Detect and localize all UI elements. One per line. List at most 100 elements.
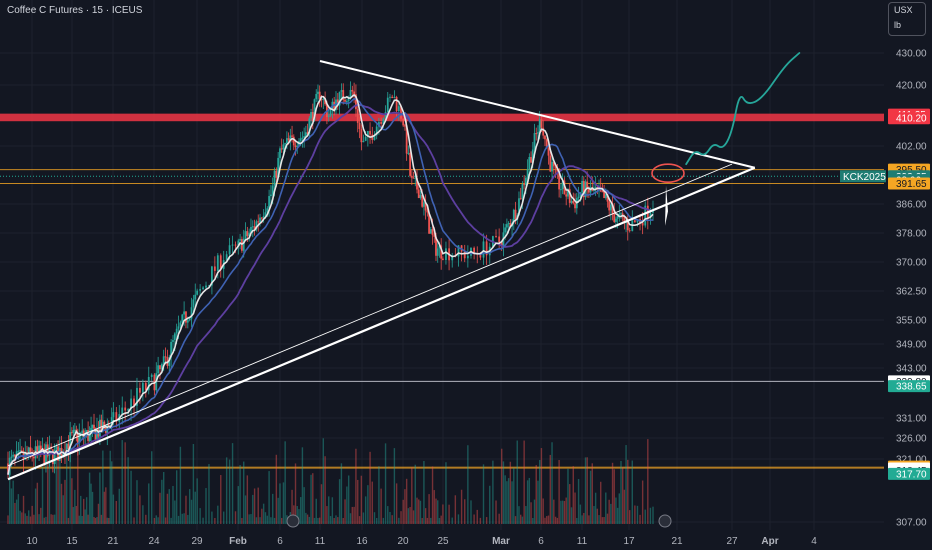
candle-body [199, 289, 202, 291]
candle-body [351, 89, 354, 92]
volume-bar [438, 517, 441, 524]
candle-body [106, 424, 109, 433]
volume-bar [513, 467, 515, 524]
volume-bar [72, 507, 75, 524]
candle-body [270, 194, 272, 197]
volume-bar [506, 481, 508, 524]
volume-bar [380, 488, 382, 524]
volume-bar [593, 506, 595, 524]
candle-body [160, 364, 163, 370]
candle-body [211, 266, 213, 286]
time-tick-label: Feb [229, 536, 247, 547]
currency-label: USX [894, 5, 913, 15]
candle-body [190, 307, 193, 319]
volume-bar [355, 448, 357, 524]
trendline-drawings[interactable] [7, 52, 801, 481]
price-axis[interactable]: 430.00 420.00 402.00 386.00 378.00 370.00 362.… [840, 0, 932, 530]
volume-bar [351, 506, 353, 524]
time-axis[interactable]: 10 15 21 24 29 Feb 6 11 16 20 25 Mar 6 11 17 21 27 Apr 4 [0, 514, 932, 550]
candle-body [124, 407, 127, 411]
candle-body [282, 144, 285, 150]
volume-bar [205, 488, 207, 524]
candle-body [196, 290, 199, 295]
projection-path[interactable] [685, 52, 801, 166]
volume-bar [299, 497, 302, 524]
volume-bar [155, 515, 157, 524]
candle-body [424, 202, 427, 211]
volume-bar [40, 507, 42, 524]
volume-bar [324, 456, 326, 524]
price-tag-label: 391.65 [896, 179, 927, 190]
triangle-lower-trendline[interactable] [7, 166, 756, 481]
candle-body [384, 112, 387, 119]
event-flag-icon[interactable] [286, 514, 300, 528]
time-axis-background [0, 530, 932, 550]
candle-body [39, 445, 42, 453]
candle-body [521, 184, 524, 199]
candle-body [76, 432, 79, 444]
volume-bar [305, 512, 307, 524]
candle-body [556, 168, 559, 174]
candle-body [251, 226, 254, 228]
volume-bar [331, 497, 334, 524]
candle-body [88, 431, 91, 441]
candle-body [537, 132, 539, 134]
volume-bar [639, 514, 641, 524]
volume-bar [558, 459, 560, 524]
volume-bar [320, 484, 323, 524]
volume-bar [298, 509, 300, 524]
volume-bar [467, 445, 469, 524]
volume-bar [424, 508, 427, 524]
volume-bar [588, 515, 590, 524]
candle-body [596, 187, 599, 189]
volume-bar [387, 506, 389, 524]
triangle-inner-trendline[interactable] [7, 163, 733, 467]
candle-body [628, 230, 631, 232]
resistance-band [0, 113, 884, 122]
candle-body [29, 447, 32, 452]
candle-body [581, 180, 584, 193]
volume-bar [192, 443, 195, 524]
time-tick-label: 6 [277, 536, 283, 547]
candle-body [159, 365, 161, 370]
candle-body [649, 212, 652, 219]
volume-bar [586, 457, 588, 524]
volume-bar [457, 514, 460, 524]
volume-bar [130, 470, 132, 524]
volume-bar [620, 460, 622, 524]
unit-selector[interactable]: USX lb [888, 2, 926, 36]
volume-bar [553, 499, 555, 524]
volume-bar [576, 517, 578, 524]
volume-bar [382, 517, 385, 524]
volume-bar [435, 498, 437, 524]
arrow-marker[interactable] [665, 185, 668, 226]
volume-bar [29, 516, 32, 524]
volume-bar [464, 499, 466, 524]
volume-bar [234, 511, 237, 524]
volume-bar [294, 463, 297, 524]
candle-body [514, 209, 517, 220]
volume-bar [611, 462, 614, 524]
volume-bar [509, 461, 512, 524]
event-flag-icon[interactable] [658, 514, 672, 528]
highlight-circle[interactable] [651, 163, 685, 183]
volume-bars [7, 438, 654, 524]
volume-bar [615, 497, 617, 524]
candle-body [260, 217, 263, 219]
candle-body [340, 90, 343, 92]
candle-body [533, 133, 536, 150]
candle-body [94, 428, 97, 441]
volume-bar [124, 442, 126, 524]
candle-body [466, 255, 469, 259]
candle-body [82, 430, 85, 437]
symbol-title[interactable]: Coffee C Futures · 15 · ICEUS [7, 5, 143, 16]
time-tick-label: 29 [191, 536, 203, 547]
candle-body [400, 106, 402, 119]
triangle-upper-trendline[interactable] [319, 60, 756, 169]
volume-bar [166, 493, 169, 524]
volume-bar [583, 512, 585, 524]
volume-bar [31, 505, 33, 524]
candle-body [294, 145, 297, 148]
candle-body [179, 322, 182, 327]
